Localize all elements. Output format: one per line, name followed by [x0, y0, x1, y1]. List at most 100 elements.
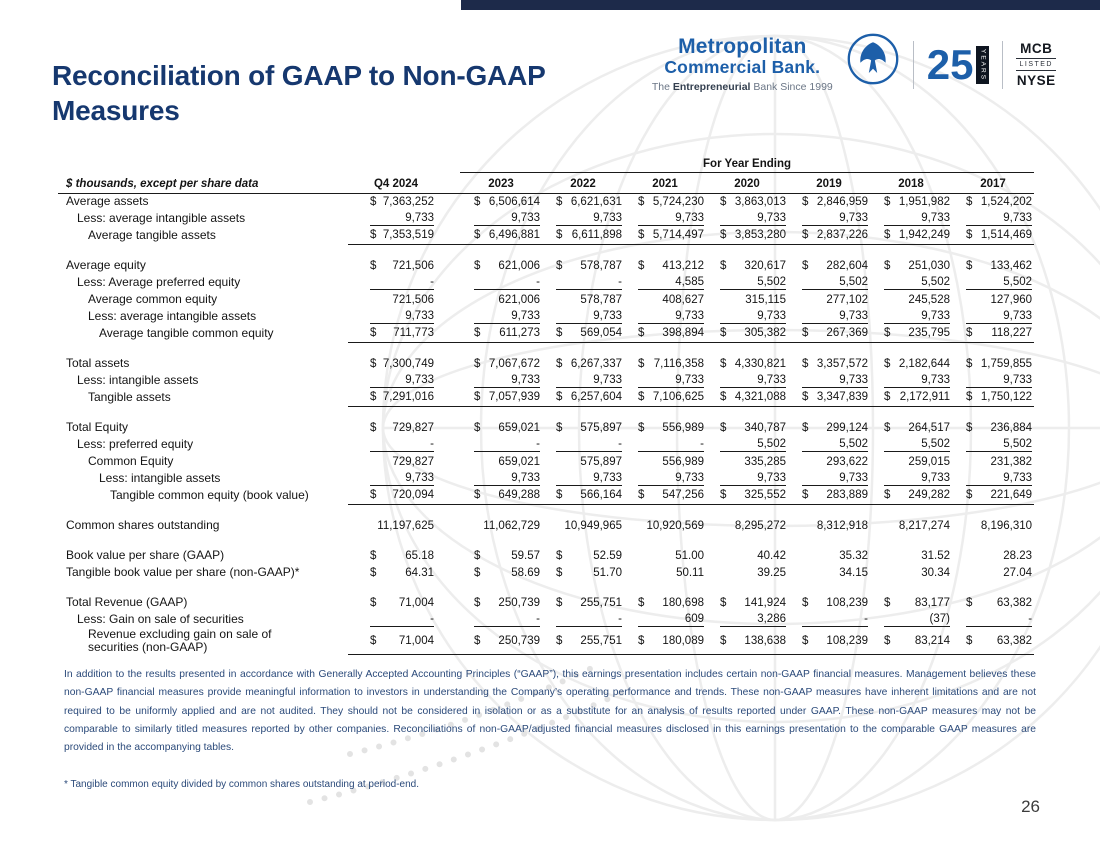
dollar-sign: $: [720, 195, 727, 208]
dollar-sign: $: [556, 634, 563, 647]
value-cell: $141,924: [720, 596, 786, 609]
column-header-2020: 2020: [706, 172, 788, 194]
value-cell: $6,496,881: [460, 227, 542, 245]
dollar-sign: $: [474, 229, 481, 242]
table-row: Tangible book value per share (non-GAAP)…: [58, 564, 1034, 581]
value-cell: 609: [624, 611, 706, 628]
value-cell: 5,502: [788, 274, 870, 291]
dollar-sign: $: [884, 229, 891, 242]
value-cell: $236,884: [966, 421, 1033, 434]
value-cell: -: [348, 274, 444, 291]
value-cell: $235,795: [870, 325, 952, 343]
anniversary-years-label: YEARS: [976, 45, 990, 84]
table-row: Total assets $7,300,749 $7,067,672 $6,267,3…: [58, 355, 1034, 372]
dollar-sign: $: [556, 229, 563, 242]
value-cell: 9,733: [952, 210, 1034, 227]
dollar-sign: $: [370, 357, 377, 370]
dollar-sign: $: [556, 421, 563, 434]
dollar-sign: $: [474, 596, 481, 609]
column-header-q4-2024: Q4 2024: [348, 172, 444, 194]
spacer-row: [58, 342, 1034, 355]
value-cell: -: [348, 436, 444, 453]
asterisk-footnote: * Tangible common equity divided by comm…: [64, 779, 420, 790]
tagline-prefix: The: [651, 81, 673, 94]
table-row: Common Equity 729,827 659,021 575,897 556,98…: [58, 453, 1034, 470]
table-row: Less: intangible assets 9,733 9,733 9,733 9,…: [58, 470, 1034, 487]
dollar-sign: $: [802, 195, 809, 208]
value-cell: 8,295,272: [734, 519, 786, 532]
value-cell: $1,750,122: [952, 389, 1035, 407]
value-cell: $299,124: [802, 421, 868, 434]
value-cell: 35.32: [839, 549, 868, 562]
listed-label: LISTED: [1016, 58, 1056, 72]
value-cell: 11,062,729: [483, 519, 540, 532]
dollar-sign: $: [638, 259, 645, 272]
row-label: Less: Average preferred equity: [77, 274, 241, 289]
reconciliation-table-wrap: For Year Ending $ thousands, except per …: [58, 154, 1035, 655]
column-header-2019: 2019: [788, 172, 870, 194]
value-cell: 9,733: [952, 372, 1034, 389]
dollar-sign: $: [638, 596, 645, 609]
value-cell: 9,733: [706, 372, 788, 389]
dollar-sign: $: [884, 195, 891, 208]
row-label: Revenue excluding gain on sale of securi…: [88, 627, 272, 655]
column-header-2018: 2018: [870, 172, 952, 194]
row-label: Less: Gain on sale of securities: [77, 611, 244, 626]
column-header-2023: 2023: [460, 172, 542, 194]
exchange-name: NYSE: [1016, 73, 1056, 89]
logo-divider: [912, 40, 914, 89]
dollar-sign: $: [966, 195, 973, 208]
value-cell: -: [348, 611, 444, 628]
value-cell: 335,285: [744, 455, 786, 468]
dollar-sign: $: [474, 489, 481, 502]
dollar-sign: $: [370, 566, 377, 579]
dollar-sign: $: [802, 596, 809, 609]
value-cell: $4,321,088: [706, 389, 788, 407]
value-cell: 4,585: [624, 274, 706, 291]
dollar-sign: $: [474, 357, 481, 370]
spacer-row: [58, 581, 1034, 594]
value-cell: 9,733: [460, 372, 542, 389]
value-cell: $1,759,855: [966, 357, 1033, 370]
reconciliation-table: For Year Ending $ thousands, except per …: [58, 154, 1035, 655]
value-cell: -: [460, 611, 542, 628]
top-accent-bar: [461, 0, 1100, 10]
dollar-sign: $: [802, 391, 809, 404]
value-cell: $398,894: [624, 325, 706, 343]
value-cell: $71,004: [370, 596, 434, 609]
value-cell: 5,502: [870, 436, 952, 453]
dollar-sign: $: [474, 391, 481, 404]
value-cell: $547,256: [624, 487, 706, 505]
value-cell: 30.34: [921, 566, 950, 579]
value-cell: 9,733: [870, 308, 952, 325]
value-cell: 259,015: [908, 455, 950, 468]
table-row: Tangible common equity (book value) $720,…: [58, 487, 1035, 505]
value-cell: $250,739: [460, 628, 542, 655]
dollar-sign: $: [556, 489, 563, 502]
stock-listing-badge: MCB LISTED NYSE: [1016, 41, 1056, 88]
value-cell: 127,960: [990, 293, 1033, 306]
row-label: Average common equity: [88, 291, 218, 306]
row-label: Average tangible common equity: [99, 325, 274, 340]
value-cell: -: [460, 436, 542, 453]
value-cell: 9,733: [624, 308, 706, 325]
value-cell: $6,621,631: [556, 195, 622, 208]
value-cell: -: [788, 611, 870, 628]
row-label: Less: average intangible assets: [77, 210, 246, 225]
value-cell: $221,649: [952, 487, 1035, 505]
bank-logo: Metropolitan Commercial Bank. The Entrep…: [651, 33, 1056, 94]
value-cell: $7,067,672: [474, 357, 540, 370]
table-row: Less: Average preferred equity - - -4,585 5,…: [58, 274, 1034, 291]
value-cell: 9,733: [542, 372, 624, 389]
dollar-sign: $: [370, 229, 377, 242]
page-title-line1: Reconciliation of GAAP to Non-GAAP: [52, 60, 546, 91]
value-cell: $7,353,519: [348, 227, 444, 245]
value-cell: 9,733: [870, 470, 952, 487]
value-cell: 721,506: [392, 293, 434, 306]
row-label: Tangible book value per share (non-GAAP)…: [66, 564, 300, 579]
value-cell: $611,273: [460, 325, 542, 343]
table-row: Average common equity 721,506 621,006 578,7…: [58, 291, 1034, 308]
value-cell: 9,733: [870, 210, 952, 227]
gaap-disclaimer-paragraph: In addition to the results presented in …: [64, 669, 1036, 754]
